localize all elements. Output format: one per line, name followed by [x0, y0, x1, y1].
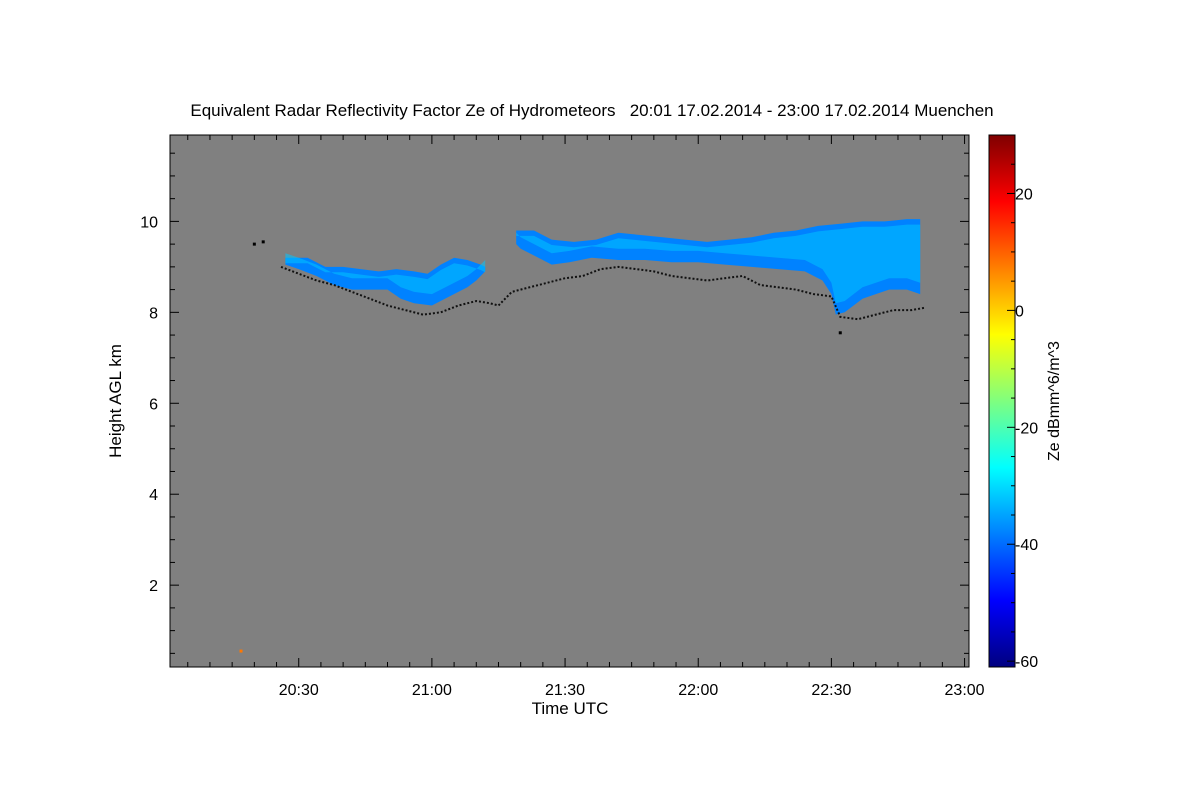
cloud-layer-1-core: [285, 253, 486, 295]
cb-tick-label-4: -60: [1015, 654, 1038, 671]
cloud-base-line: [280, 265, 925, 321]
y-axis-label: Height AGL km: [106, 344, 125, 458]
echo-point-1: [261, 240, 265, 244]
echo-point-0: [252, 242, 256, 246]
y-axis: 2 4 6 8 10: [140, 152, 969, 654]
cb-tick-label-0: 20: [1015, 186, 1033, 203]
x-tick-label-3: 22:00: [678, 682, 718, 699]
x-tick-label-0: 20:30: [279, 682, 319, 699]
colorbar-axis: 20 0 -20 -40 -60: [1007, 134, 1038, 671]
cb-tick-label-1: 0: [1015, 303, 1024, 320]
plot-background: [170, 135, 969, 667]
x-tick-label-4: 22:30: [811, 682, 851, 699]
x-axis-label: Time UTC: [532, 699, 609, 718]
x-tick-label-5: 23:00: [945, 682, 985, 699]
cloud-layer-1: [285, 257, 486, 306]
y-tick-label-2: 6: [149, 396, 158, 413]
x-tick-label-1: 21:00: [412, 682, 452, 699]
colorbar-label: Ze dBmm^6/m^3: [1046, 341, 1063, 461]
plot-frame: [169, 134, 970, 668]
cb-tick-label-3: -40: [1015, 537, 1038, 554]
y-tick-label-4: 10: [140, 214, 158, 231]
y-tick-label-1: 4: [149, 487, 158, 504]
echo-point-2: [838, 331, 842, 335]
x-axis: 20:30 21:00 21:30 22:00 22:30 23:00: [187, 135, 985, 699]
cloud-layer-2-core: [516, 224, 921, 304]
colorbar: [988, 134, 1016, 668]
chart-title: Equivalent Radar Reflectivity Factor Ze …: [190, 101, 993, 120]
echo-layers: [239, 219, 925, 653]
x-tick-label-2: 21:30: [545, 682, 585, 699]
y-tick-label-3: 8: [149, 305, 158, 322]
y-tick-label-0: 2: [149, 578, 158, 595]
echo-point-3: [239, 649, 243, 653]
cb-tick-label-2: -20: [1015, 420, 1038, 437]
